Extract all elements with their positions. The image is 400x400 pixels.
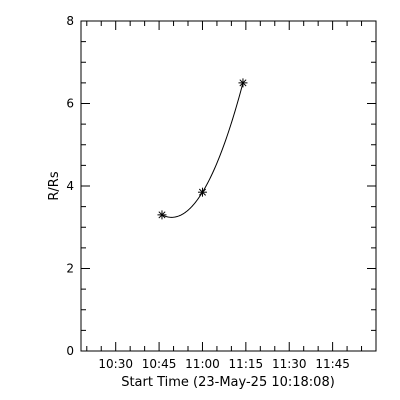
- x-tick-label: 11:00: [185, 357, 220, 371]
- fit-curve: [161, 82, 244, 218]
- plot-frame: [80, 20, 377, 352]
- tick-labels: 10:30 10:45 11:00 11:15 11:30 11:45 0 2 4 6 8: [66, 14, 350, 371]
- x-tick-label: 10:45: [142, 357, 177, 371]
- x-axis-title: Start Time (23-May-25 10:18:08): [121, 375, 335, 390]
- data-point-marker: [238, 78, 248, 88]
- x-tick-label: 11:30: [272, 357, 307, 371]
- data-point-marker: [197, 187, 207, 197]
- y-axis-title: R/Rs: [47, 171, 62, 200]
- y-tick-label: 6: [66, 97, 74, 111]
- x-tick-label: 11:15: [229, 357, 264, 371]
- ticks: [81, 20, 377, 352]
- x-tick-label: 10:30: [98, 357, 133, 371]
- markers: [157, 78, 248, 220]
- x-tick-label: 11:45: [315, 357, 350, 371]
- y-tick-label: 2: [66, 262, 74, 276]
- y-tick-label: 0: [66, 344, 74, 358]
- data-point-marker: [157, 210, 167, 220]
- y-tick-label: 8: [66, 14, 74, 28]
- y-tick-label: 4: [66, 179, 74, 193]
